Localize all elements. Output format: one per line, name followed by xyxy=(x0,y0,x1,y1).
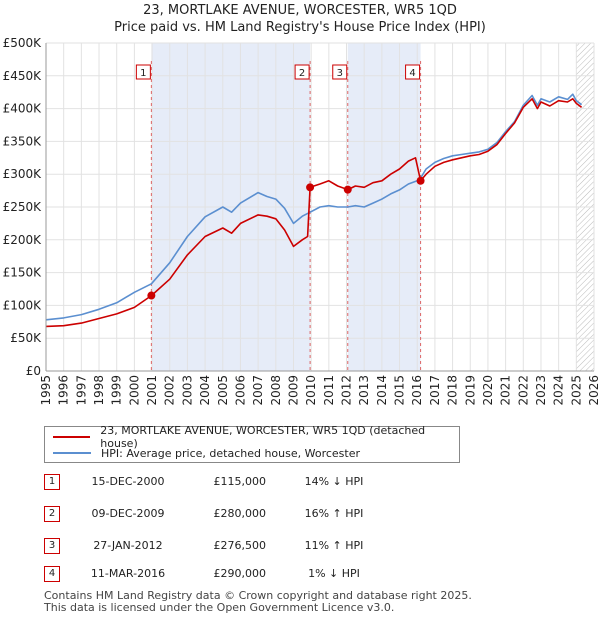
x-tick-label: 2004 xyxy=(198,375,212,406)
y-tick-label: £200K xyxy=(3,233,43,247)
x-tick-label: 1999 xyxy=(110,375,124,406)
sale-point xyxy=(343,185,352,194)
y-tick-label: £500K xyxy=(3,36,43,50)
x-tick-label: 1998 xyxy=(92,375,106,406)
y-tick-label: £150K xyxy=(3,266,43,280)
x-tick-label: 2020 xyxy=(481,375,495,406)
x-tick-label: 2011 xyxy=(322,375,336,406)
sale-point xyxy=(147,291,156,300)
transaction-date: 27-JAN-2012 xyxy=(93,539,163,552)
y-tick-label: £0 xyxy=(26,364,41,378)
x-tick-label: 2021 xyxy=(499,375,513,406)
transaction-badge: 3 xyxy=(44,538,60,554)
x-tick-label: 2012 xyxy=(340,375,354,406)
x-tick-label: 2017 xyxy=(428,375,442,406)
legend-swatch-hpi xyxy=(53,452,91,454)
legend-label-property: 23, MORTLAKE AVENUE, WORCESTER, WR5 1QD … xyxy=(100,424,426,450)
transaction-badge: 4 xyxy=(44,566,60,582)
table-row: 4 11-MAR-2016 £290,000 1% ↓ HPI xyxy=(44,566,444,582)
transaction-price: £276,500 xyxy=(213,539,267,552)
table-row: 1 15-DEC-2000 £115,000 14% ↓ HPI xyxy=(44,474,444,490)
x-tick-label: 2025 xyxy=(569,375,583,406)
y-tick-label: £350K xyxy=(3,134,43,148)
x-tick-label: 2010 xyxy=(304,375,318,406)
x-tick-label: 2000 xyxy=(127,375,141,406)
x-tick-label: 2015 xyxy=(393,375,407,406)
footer-copyright: Contains HM Land Registry data © Crown c… xyxy=(44,589,472,602)
sale-label-box xyxy=(332,64,348,80)
transaction-hpi: 11% ↑ HPI xyxy=(304,539,364,552)
x-tick-label: 2023 xyxy=(534,375,548,406)
hpi-series-line xyxy=(45,93,583,321)
x-tick-label: 2007 xyxy=(251,375,265,406)
transaction-date: 15-DEC-2000 xyxy=(91,475,165,488)
y-tick-label: £450K xyxy=(3,69,43,83)
transaction-hpi: 14% ↓ HPI xyxy=(304,475,364,488)
sale-label-number: 1 xyxy=(140,68,146,79)
table-row: 2 09-DEC-2009 £280,000 16% ↑ HPI xyxy=(44,506,444,522)
sale-label-number: 4 xyxy=(409,68,415,79)
x-tick-label: 2016 xyxy=(410,375,424,406)
transaction-price: £280,000 xyxy=(213,507,267,520)
x-tick-label: 2013 xyxy=(357,375,371,406)
transaction-date: 09-DEC-2009 xyxy=(91,507,165,520)
x-tick-label: 2018 xyxy=(446,375,460,406)
transaction-price: £290,000 xyxy=(213,567,267,580)
x-tick-label: 2001 xyxy=(145,375,159,406)
sale-label-box xyxy=(135,64,151,80)
sale-label-number: 3 xyxy=(337,68,343,79)
chart-subtitle: Price paid vs. HM Land Registry's House … xyxy=(114,20,486,35)
property-series-line xyxy=(45,98,583,328)
y-tick-label: £50K xyxy=(10,331,42,345)
x-tick-label: 2006 xyxy=(233,375,247,406)
legend-swatch-property xyxy=(53,436,91,438)
sale-point xyxy=(416,176,425,185)
legend-item-hpi: HPI: Average price, detached house, Worc… xyxy=(53,446,360,460)
sale-label-box xyxy=(294,64,310,80)
transaction-badge: 1 xyxy=(44,474,60,490)
x-tick-label: 2022 xyxy=(516,375,530,406)
x-tick-label: 1995 xyxy=(39,375,53,406)
x-tick-label: 2009 xyxy=(286,375,300,406)
price-chart: 1 2 3 4 £0 £50K £100K £150K £200K £250K £300K £350… xyxy=(3,36,600,406)
x-tick-label: 2002 xyxy=(163,375,177,406)
transaction-hpi: 16% ↑ HPI xyxy=(304,507,364,520)
transaction-date: 11-MAR-2016 xyxy=(90,567,166,580)
legend: 23, MORTLAKE AVENUE, WORCESTER, WR5 1QD … xyxy=(44,424,460,463)
transaction-hpi: 1% ↓ HPI xyxy=(308,567,360,580)
y-tick-label: £300K xyxy=(3,167,43,181)
sale-label-box xyxy=(405,64,421,80)
transaction-badge: 2 xyxy=(44,506,60,522)
x-tick-label: 2005 xyxy=(216,375,230,406)
transaction-price: £115,000 xyxy=(213,475,267,488)
legend-item-property: 23, MORTLAKE AVENUE, WORCESTER, WR5 1QD … xyxy=(53,424,459,450)
y-tick-label: £250K xyxy=(3,200,43,214)
x-tick-label: 2024 xyxy=(552,375,566,406)
x-tick-label: 2008 xyxy=(269,375,283,406)
legend-label-hpi: HPI: Average price, detached house, Worc… xyxy=(101,446,361,460)
x-tick-label: 2026 xyxy=(587,375,600,406)
y-tick-label: £400K xyxy=(3,102,43,116)
x-tick-label: 2003 xyxy=(180,375,194,406)
y-tick-label: £100K xyxy=(3,298,43,312)
x-tick-label: 2019 xyxy=(463,375,477,406)
table-row: 3 27-JAN-2012 £276,500 11% ↑ HPI xyxy=(44,538,444,554)
sale-label-number: 2 xyxy=(299,68,305,79)
sale-point xyxy=(306,183,315,192)
x-tick-label: 1996 xyxy=(57,375,71,406)
x-tick-label: 2014 xyxy=(375,375,389,406)
x-tick-label: 1997 xyxy=(74,375,88,406)
footer-licence: This data is licensed under the Open Gov… xyxy=(44,601,395,614)
chart-title: 23, MORTLAKE AVENUE, WORCESTER, WR5 1QD xyxy=(143,3,457,18)
